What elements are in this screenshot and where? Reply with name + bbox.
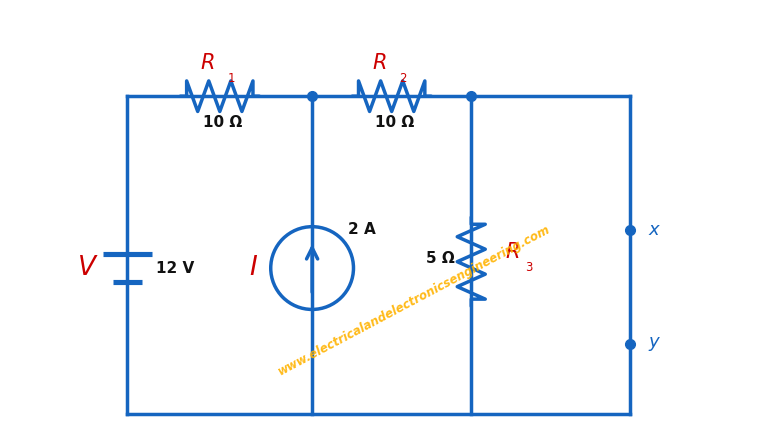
Text: $R$: $R$: [505, 242, 520, 262]
Text: $_2$: $_2$: [399, 67, 407, 85]
Text: $_3$: $_3$: [525, 256, 534, 274]
Text: 12 V: 12 V: [156, 261, 194, 275]
Text: $x$: $x$: [648, 221, 661, 239]
Text: 10 Ω: 10 Ω: [375, 115, 414, 131]
Text: $y$: $y$: [648, 335, 661, 354]
Text: 10 Ω: 10 Ω: [204, 115, 242, 131]
Text: $R$: $R$: [200, 53, 214, 73]
Text: 5 Ω: 5 Ω: [427, 251, 455, 266]
Text: $I$: $I$: [249, 255, 258, 281]
Text: www.electricalandelectronicsengineering.com: www.electricalandelectronicsengineering.…: [276, 222, 552, 378]
Text: $_1$: $_1$: [227, 67, 235, 85]
Text: $V$: $V$: [77, 255, 99, 281]
Text: 2 A: 2 A: [348, 222, 375, 237]
Text: $R$: $R$: [371, 53, 386, 73]
